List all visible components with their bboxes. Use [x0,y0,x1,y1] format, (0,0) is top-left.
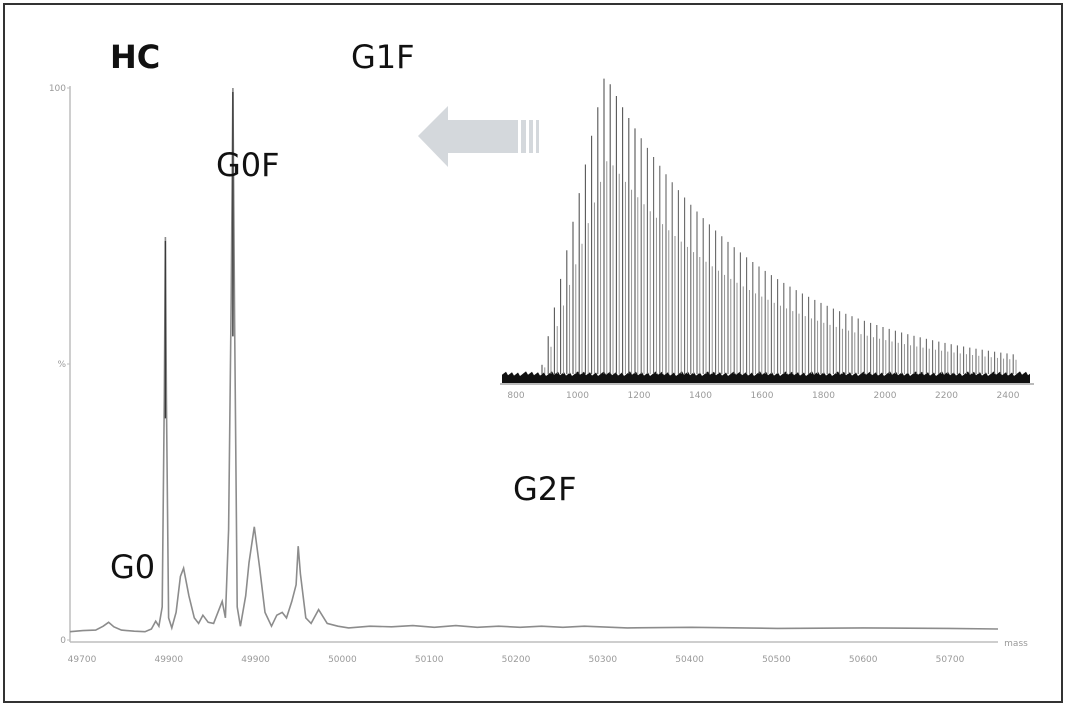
x-tick-label: 50100 [415,655,444,665]
x-tick-label: 49900 [154,655,183,665]
x-tick-label: 50200 [502,655,531,665]
y-tick-label: % [57,360,66,370]
x-tick-label: 49700 [68,655,97,665]
chart-title: HC [110,38,161,76]
y-tick-label: 100 [49,84,66,94]
x-tick-label: 50700 [936,655,965,665]
peak-label-g0: G0 [110,548,156,586]
peak-label-g0f: G0F [216,146,280,184]
x-tick-label: 50300 [588,655,617,665]
x-tick-label: 49900 [241,655,270,665]
x-tick-label: 50600 [849,655,878,665]
y-tick-label: 0 [60,636,66,646]
x-tick-label: 50400 [675,655,704,665]
x-unit-label: mass [1004,639,1028,649]
x-tick-label: 50000 [328,655,357,665]
x-tick-label: 50500 [762,655,791,665]
peak-label-g2f: G2F [513,470,577,508]
peak-label-g1f: G1F [351,38,415,76]
spectrum-line [69,87,999,633]
